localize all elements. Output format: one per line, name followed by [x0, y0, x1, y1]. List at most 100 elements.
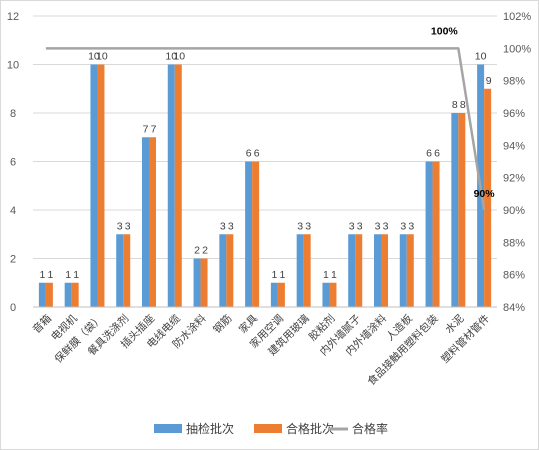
pass-rate-label: 100%: [431, 25, 459, 37]
y-right-tick-label: 84%: [503, 302, 525, 314]
legend-label: 抽检批次: [186, 421, 234, 436]
bar-qualified-label: 2: [202, 245, 208, 257]
bar-inspected-label: 6: [426, 148, 432, 160]
bar-qualified: [226, 234, 234, 307]
bar-inspected-label: 1: [271, 269, 277, 281]
bar-inspected-label: 6: [246, 148, 252, 160]
y-right-tick-label: 102%: [503, 11, 531, 23]
bar-inspected-label: 8: [452, 99, 458, 111]
bar-qualified: [174, 64, 182, 307]
bar-qualified-label: 3: [125, 220, 131, 232]
y-left-tick-label: 6: [10, 157, 16, 169]
bar-qualified-label: 9: [486, 75, 492, 87]
bar-qualified: [97, 64, 105, 307]
bar-qualified-label: 1: [47, 269, 53, 281]
bar-inspected: [425, 161, 433, 307]
bar-qualified: [200, 258, 208, 307]
y-left-tick-label: 2: [10, 254, 16, 266]
bar-inspected-label: 2: [194, 245, 200, 257]
bar-inspected: [322, 282, 330, 307]
legend-label: 合格批次: [286, 421, 334, 436]
bar-qualified: [406, 234, 414, 307]
bar-inspected: [270, 282, 278, 307]
y-left-tick-label: 10: [7, 60, 19, 72]
bar-inspected-label: 3: [117, 220, 123, 232]
bar-qualified: [277, 282, 285, 307]
bar-inspected-label: 10: [88, 51, 100, 63]
bar-qualified: [123, 234, 131, 307]
bar-qualified-label: 3: [383, 220, 389, 232]
bar-inspected: [245, 161, 253, 307]
bar-inspected: [296, 234, 304, 307]
bar-inspected-label: 1: [323, 269, 329, 281]
bar-qualified-label: 3: [357, 220, 363, 232]
bar-inspected: [193, 258, 201, 307]
bar-qualified: [45, 282, 53, 307]
bar-inspected: [116, 234, 124, 307]
x-category-label: 塑料管材管件: [438, 312, 492, 366]
bar-qualified: [303, 234, 311, 307]
bar-qualified-label: 6: [434, 148, 440, 160]
bar-qualified: [329, 282, 337, 307]
bar-inspected-label: 3: [220, 220, 226, 232]
pass-rate-label: 90%: [474, 188, 496, 200]
bar-inspected: [451, 113, 459, 307]
bar-qualified-label: 1: [279, 269, 285, 281]
y-right-tick-label: 90%: [503, 205, 525, 217]
y-right-tick-label: 86%: [503, 270, 525, 282]
bar-inspected: [38, 282, 46, 307]
bar-inspected: [64, 282, 72, 307]
bar-inspected-label: 3: [297, 220, 303, 232]
bar-inspected-label: 7: [143, 123, 149, 135]
bar-inspected: [142, 137, 149, 307]
bar-qualified: [149, 137, 156, 307]
bar-qualified-label: 10: [173, 51, 185, 63]
bar-inspected-label: 1: [65, 269, 71, 281]
y-right-tick-label: 96%: [503, 108, 525, 120]
bar-inspected-label: 10: [165, 51, 177, 63]
pass-rate-line: [45, 47, 486, 211]
bar-inspected-label: 1: [39, 269, 45, 281]
y-left-tick-label: 12: [7, 11, 19, 23]
y-right-tick-label: 88%: [503, 237, 525, 249]
legend-label: 合格率: [352, 421, 388, 436]
bar-inspected-label: 3: [349, 220, 355, 232]
legend-swatch: [254, 424, 282, 433]
bar-qualified: [432, 161, 440, 307]
x-category-label: 钢筋: [210, 312, 234, 336]
bar-qualified: [252, 161, 260, 307]
y-right-tick-label: 94%: [503, 140, 525, 152]
bar-qualified: [71, 282, 79, 307]
bar-inspected: [374, 234, 381, 307]
y-right-tick-label: 100%: [503, 43, 531, 55]
bar-qualified-label: 1: [73, 269, 79, 281]
y-left-tick-label: 4: [10, 205, 16, 217]
bar-qualified: [381, 234, 388, 307]
bar-qualified-label: 3: [408, 220, 414, 232]
bar-inspected: [167, 64, 175, 307]
bar-inspected: [219, 234, 227, 307]
bar-inspected-label: 10: [475, 51, 487, 63]
bar-qualified-label: 8: [460, 99, 466, 111]
bar-inspected: [90, 64, 98, 307]
bar-inspected: [348, 234, 356, 307]
bar-qualified: [458, 113, 466, 307]
legend-swatch: [154, 424, 182, 433]
bar-inspected-label: 3: [400, 220, 406, 232]
y-left-tick-label: 8: [10, 108, 16, 120]
bar-qualified-label: 7: [151, 123, 157, 135]
y-left-tick-label: 0: [10, 302, 16, 314]
bar-qualified: [355, 234, 363, 307]
y-right-tick-label: 98%: [503, 76, 525, 88]
bar-qualified-label: 10: [96, 51, 108, 63]
bar-qualified-label: 6: [254, 148, 260, 160]
y-right-tick-label: 92%: [503, 173, 525, 185]
bar-inspected-label: 3: [375, 220, 381, 232]
bar-inspected: [399, 234, 407, 307]
bar-qualified-label: 1: [331, 269, 337, 281]
bar-qualified: [484, 88, 492, 307]
bar-qualified-label: 3: [305, 220, 311, 232]
bar-qualified-label: 3: [228, 220, 234, 232]
